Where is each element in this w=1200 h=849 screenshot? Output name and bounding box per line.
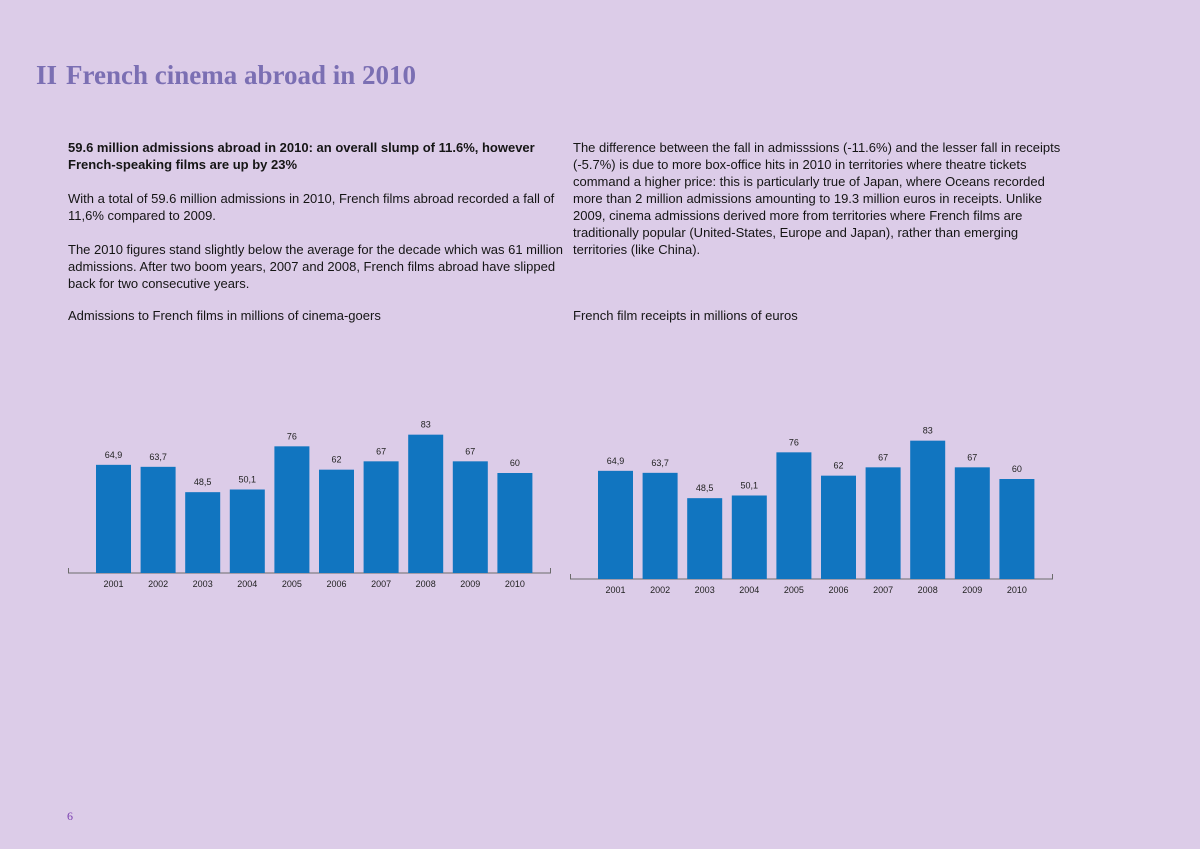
admissions-bar-chart: 64,9 2001 63,7 2002 48,5 2003 50,1 2004 76 2005 62… (68, 420, 551, 589)
data-label: 63,7 (651, 458, 669, 468)
right-text-column: The difference between the fall in admis… (573, 139, 1073, 275)
data-label: 60 (510, 458, 520, 468)
x-tick-label: 2002 (650, 585, 670, 595)
body-paragraph: The difference between the fall in admis… (573, 140, 1061, 257)
data-label: 62 (833, 461, 843, 471)
bar-2010 (497, 473, 533, 573)
section-number: II (36, 60, 58, 90)
data-label: 64,9 (105, 450, 123, 460)
bar-2009 (954, 467, 990, 579)
data-label: 48,5 (194, 477, 212, 487)
bar-2007 (865, 467, 901, 579)
x-tick-label: 2009 (962, 585, 982, 595)
x-tick-label: 2004 (739, 585, 759, 595)
x-tick-label: 2010 (1007, 585, 1027, 595)
data-label: 67 (376, 446, 386, 456)
bar-2003 (687, 498, 723, 579)
x-tick-label: 2001 (103, 579, 123, 589)
x-tick-label: 2009 (460, 579, 480, 589)
x-tick-label: 2008 (918, 585, 938, 595)
section-title: French cinema abroad in 2010 (66, 60, 417, 90)
x-tick-label: 2001 (605, 585, 625, 595)
x-tick-label: 2006 (326, 579, 346, 589)
bar-2008 (408, 434, 444, 573)
data-label: 60 (1012, 464, 1022, 474)
bar-2004 (731, 495, 767, 579)
x-tick-label: 2010 (505, 579, 525, 589)
data-label: 76 (789, 437, 799, 447)
bar-2004 (229, 489, 265, 573)
x-tick-label: 2007 (873, 585, 893, 595)
bar-2007 (363, 461, 399, 573)
bar-2010 (999, 479, 1035, 579)
data-label: 67 (465, 446, 475, 456)
receipts-chart-title: French film receipts in millions of euro… (573, 308, 798, 323)
bar-2006 (821, 475, 856, 579)
page-heading: II French cinema abroad in 2010 (36, 60, 416, 91)
admissions-chart-title: Admissions to French films in millions o… (68, 308, 381, 323)
bar-2001 (598, 470, 633, 579)
x-tick-label: 2008 (416, 579, 436, 589)
body-paragraph: With a total of 59.6 million admissions … (68, 191, 555, 223)
data-label: 83 (923, 426, 933, 436)
bar-2003 (185, 492, 221, 573)
data-label: 50,1 (741, 481, 759, 491)
bar-2009 (452, 461, 488, 573)
bar-2002 (140, 466, 176, 573)
data-label: 63,7 (149, 452, 167, 462)
body-paragraph: The 2010 figures stand slightly below th… (68, 242, 564, 291)
x-tick-label: 2005 (784, 585, 804, 595)
receipts-bar-chart: 64,9 2001 63,7 2002 48,5 2003 50,1 2004 76 2005 62… (570, 426, 1053, 595)
x-tick-label: 2005 (282, 579, 302, 589)
x-tick-label: 2002 (148, 579, 168, 589)
data-label: 62 (331, 455, 341, 465)
page-number: 6 (67, 809, 73, 823)
bar-2008 (910, 440, 946, 579)
data-label: 64,9 (607, 456, 625, 466)
x-tick-label: 2006 (828, 585, 848, 595)
bar-2006 (319, 469, 354, 573)
data-label: 76 (287, 431, 297, 441)
left-text-column: 59.6 million admissions abroad in 2010: … (68, 139, 564, 309)
data-label: 67 (878, 452, 888, 462)
data-label: 50,1 (239, 475, 257, 485)
x-tick-label: 2007 (371, 579, 391, 589)
data-label: 67 (967, 452, 977, 462)
bar-2005 (274, 446, 310, 573)
bar-2001 (96, 464, 131, 573)
lead-paragraph: 59.6 million admissions abroad in 2010: … (68, 140, 535, 172)
x-tick-label: 2003 (695, 585, 715, 595)
data-label: 83 (421, 420, 431, 430)
x-tick-label: 2004 (237, 579, 257, 589)
x-tick-label: 2003 (193, 579, 213, 589)
bar-2002 (642, 472, 678, 579)
data-label: 48,5 (696, 483, 714, 493)
bar-2005 (776, 452, 812, 579)
